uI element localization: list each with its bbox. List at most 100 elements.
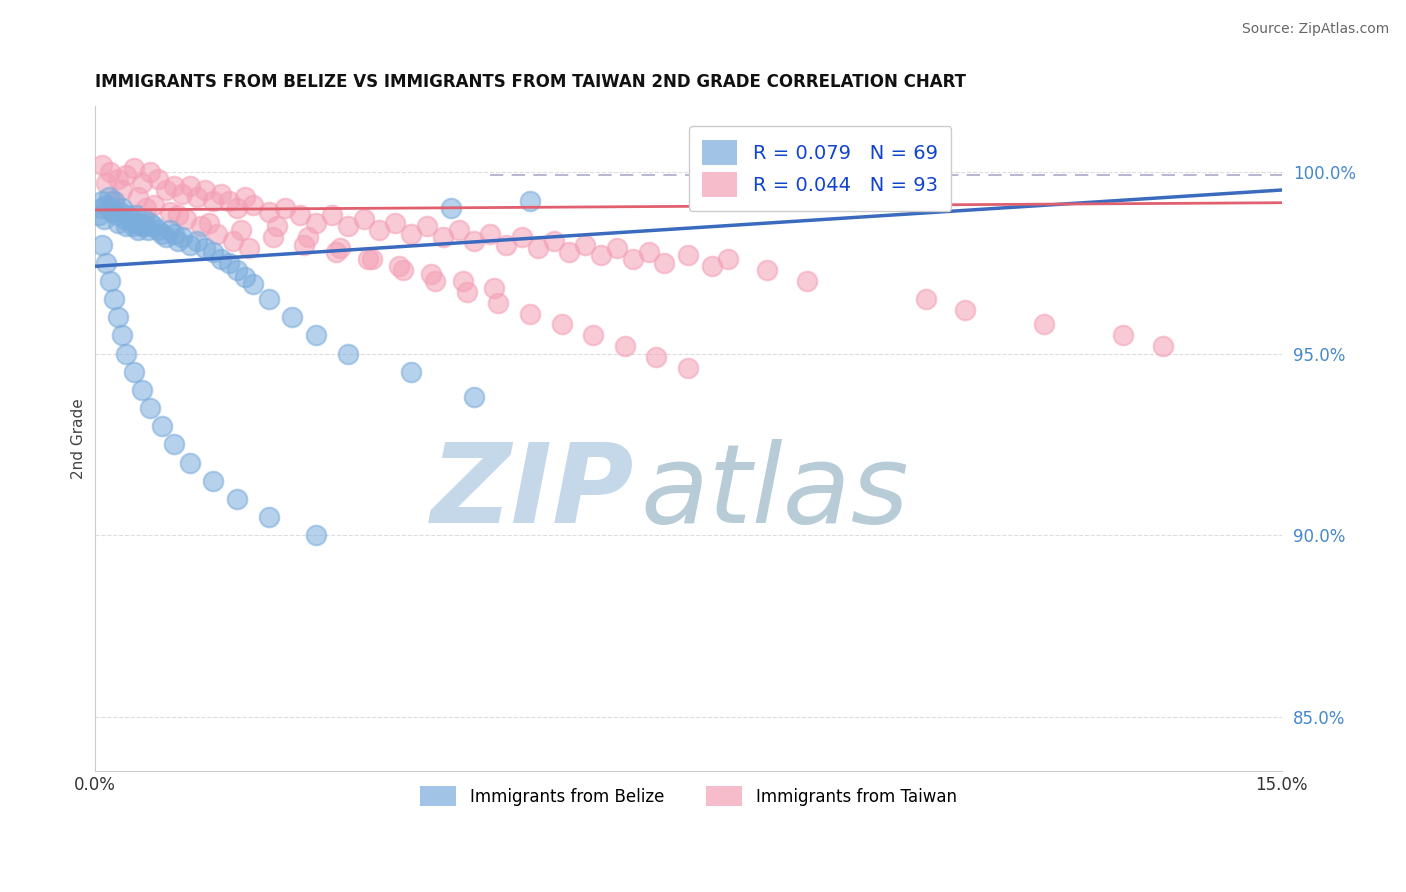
Point bbox=[131, 383, 153, 397]
Point bbox=[115, 219, 138, 234]
Point bbox=[292, 237, 315, 252]
Point bbox=[222, 234, 245, 248]
Point bbox=[131, 219, 153, 234]
Point bbox=[325, 244, 347, 259]
Point bbox=[207, 227, 229, 241]
Point bbox=[91, 157, 114, 171]
Point bbox=[129, 216, 152, 230]
Point bbox=[97, 190, 120, 204]
Point bbox=[574, 237, 596, 252]
Point bbox=[87, 209, 110, 223]
Point bbox=[613, 339, 636, 353]
Point bbox=[290, 209, 312, 223]
Point bbox=[90, 201, 112, 215]
Point bbox=[257, 510, 280, 524]
Point bbox=[107, 216, 129, 230]
Point bbox=[135, 201, 157, 215]
Point bbox=[756, 263, 779, 277]
Point bbox=[388, 260, 411, 274]
Point bbox=[305, 528, 328, 542]
Point bbox=[297, 230, 319, 244]
Point bbox=[676, 361, 699, 376]
Text: ZIP: ZIP bbox=[432, 439, 634, 546]
Point bbox=[132, 212, 155, 227]
Point bbox=[423, 274, 446, 288]
Point bbox=[218, 194, 240, 208]
Legend: Immigrants from Belize, Immigrants from Taiwan: Immigrants from Belize, Immigrants from … bbox=[413, 780, 963, 813]
Point bbox=[606, 241, 628, 255]
Point bbox=[486, 295, 509, 310]
Point bbox=[676, 248, 699, 262]
Point bbox=[96, 176, 118, 190]
Point bbox=[198, 216, 221, 230]
Point bbox=[101, 204, 124, 219]
Point bbox=[399, 227, 422, 241]
Point bbox=[621, 252, 644, 266]
Point bbox=[238, 241, 260, 255]
Point bbox=[93, 212, 115, 227]
Point bbox=[120, 212, 142, 227]
Point bbox=[179, 179, 201, 194]
Point bbox=[637, 244, 659, 259]
Point bbox=[226, 491, 249, 506]
Point bbox=[416, 219, 439, 234]
Point bbox=[115, 346, 138, 360]
Point bbox=[100, 274, 122, 288]
Point bbox=[432, 230, 454, 244]
Point bbox=[368, 223, 391, 237]
Point bbox=[654, 255, 676, 269]
Point bbox=[447, 223, 470, 237]
Point bbox=[242, 197, 264, 211]
Point bbox=[179, 456, 201, 470]
Point bbox=[717, 252, 740, 266]
Point bbox=[139, 165, 162, 179]
Point bbox=[155, 183, 177, 197]
Point bbox=[122, 365, 145, 379]
Point bbox=[163, 227, 186, 241]
Point bbox=[262, 230, 284, 244]
Point bbox=[96, 255, 118, 269]
Point bbox=[329, 241, 352, 255]
Point bbox=[125, 209, 148, 223]
Text: IMMIGRANTS FROM BELIZE VS IMMIGRANTS FROM TAIWAN 2ND GRADE CORRELATION CHART: IMMIGRANTS FROM BELIZE VS IMMIGRANTS FRO… bbox=[94, 73, 966, 91]
Point bbox=[1152, 339, 1174, 353]
Point bbox=[257, 204, 280, 219]
Point bbox=[107, 172, 129, 186]
Point bbox=[190, 219, 212, 234]
Point bbox=[209, 252, 232, 266]
Point bbox=[117, 209, 139, 223]
Point bbox=[202, 474, 225, 488]
Point bbox=[166, 234, 188, 248]
Text: atlas: atlas bbox=[641, 439, 910, 546]
Point bbox=[170, 186, 193, 201]
Point bbox=[194, 241, 217, 255]
Point bbox=[91, 237, 114, 252]
Point bbox=[273, 201, 295, 215]
Point bbox=[111, 328, 134, 343]
Point bbox=[510, 230, 533, 244]
Point bbox=[451, 274, 474, 288]
Y-axis label: 2nd Grade: 2nd Grade bbox=[72, 399, 86, 479]
Point bbox=[796, 274, 818, 288]
Point bbox=[484, 281, 506, 295]
Point bbox=[456, 285, 478, 299]
Point bbox=[202, 194, 225, 208]
Point bbox=[202, 244, 225, 259]
Point bbox=[953, 302, 976, 317]
Point bbox=[356, 252, 378, 266]
Point bbox=[392, 263, 415, 277]
Point bbox=[543, 234, 565, 248]
Point bbox=[550, 318, 572, 332]
Point bbox=[384, 216, 406, 230]
Point bbox=[150, 419, 173, 434]
Point bbox=[266, 219, 288, 234]
Point bbox=[353, 212, 375, 227]
Point bbox=[122, 161, 145, 176]
Point bbox=[591, 248, 613, 262]
Point bbox=[233, 190, 256, 204]
Point bbox=[127, 223, 149, 237]
Point bbox=[174, 212, 197, 227]
Point bbox=[91, 194, 114, 208]
Point bbox=[139, 401, 162, 415]
Point bbox=[131, 176, 153, 190]
